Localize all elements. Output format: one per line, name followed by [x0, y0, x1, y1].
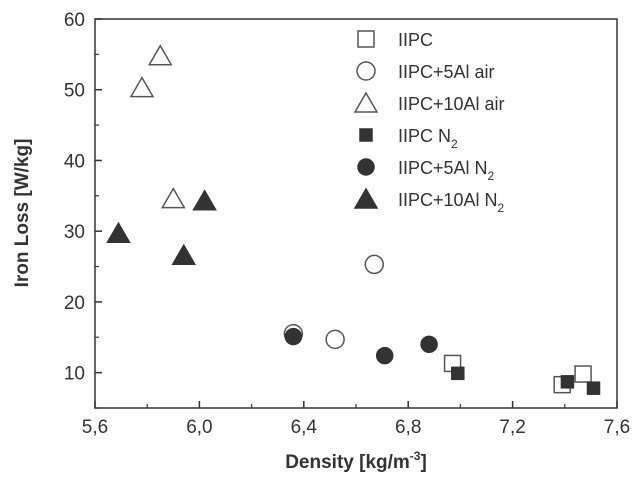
y-axis-title: Iron Loss [W/kg] — [12, 139, 33, 288]
legend-marker-circle-filled — [357, 158, 375, 176]
y-tick-label: 30 — [64, 222, 85, 243]
data-point-square-filled — [451, 366, 465, 381]
data-points — [106, 44, 601, 395]
x-tick-label: 7,6 — [604, 417, 630, 438]
x-tick-label: 6,8 — [395, 417, 421, 438]
data-point-triangle-open — [147, 44, 173, 66]
data-point-circle-open — [325, 329, 345, 350]
data-point-triangle-filled — [106, 221, 131, 244]
data-point-triangle-open — [129, 76, 155, 98]
data-point-circle-filled — [375, 346, 394, 365]
legend-label: IIPC+10Al N2 — [398, 190, 505, 215]
y-tick-label: 20 — [64, 293, 85, 314]
axis-tick-labels: 5,6 6,0 6,4 6,8 7,2 7,6 10 20 30 40 50 60 — [64, 10, 630, 438]
legend-marker-triangle-filled — [353, 187, 379, 209]
x-tick-label: 6,0 — [186, 417, 212, 438]
y-tick-label: 40 — [64, 151, 85, 172]
y-tick-label: 50 — [64, 81, 85, 102]
plot-area-frame — [94, 18, 618, 409]
data-point-square-open — [574, 365, 592, 383]
legend-marker-circle-open — [356, 61, 376, 81]
legend-label: IIPC — [398, 30, 433, 50]
data-point-triangle-filled — [171, 243, 197, 265]
x-tick-label: 7,2 — [499, 417, 525, 438]
data-point-circle-open — [364, 254, 385, 275]
y-tick-label: 60 — [64, 10, 85, 31]
x-tick-label: 5,6 — [82, 417, 108, 438]
x-axis-title: Density [kg/m-3] — [285, 449, 427, 473]
legend-label: IIPC N2 — [398, 126, 458, 151]
data-point-triangle-open — [160, 187, 186, 209]
data-point-circle-filled — [284, 327, 303, 346]
legend-label: IIPC+5Al air — [398, 62, 495, 82]
legend: IIPC IIPC+5Al air IIPC+10Al air IIPC N2 IIPC… — [353, 30, 505, 215]
data-point-triangle-filled — [192, 189, 217, 211]
y-tick-label: 10 — [64, 364, 85, 385]
legend-label: IIPC+5Al N2 — [398, 158, 495, 183]
x-tick-label: 6,4 — [291, 417, 318, 438]
legend-marker-square-filled — [359, 128, 373, 142]
legend-marker-square-open — [357, 30, 375, 48]
legend-marker-triangle-open — [353, 91, 379, 113]
data-point-square-filled — [560, 375, 575, 389]
axis-ticks — [94, 18, 618, 409]
data-point-circle-filled — [420, 335, 438, 354]
legend-label: IIPC+10Al air — [398, 94, 505, 114]
data-point-square-filled — [586, 381, 601, 395]
